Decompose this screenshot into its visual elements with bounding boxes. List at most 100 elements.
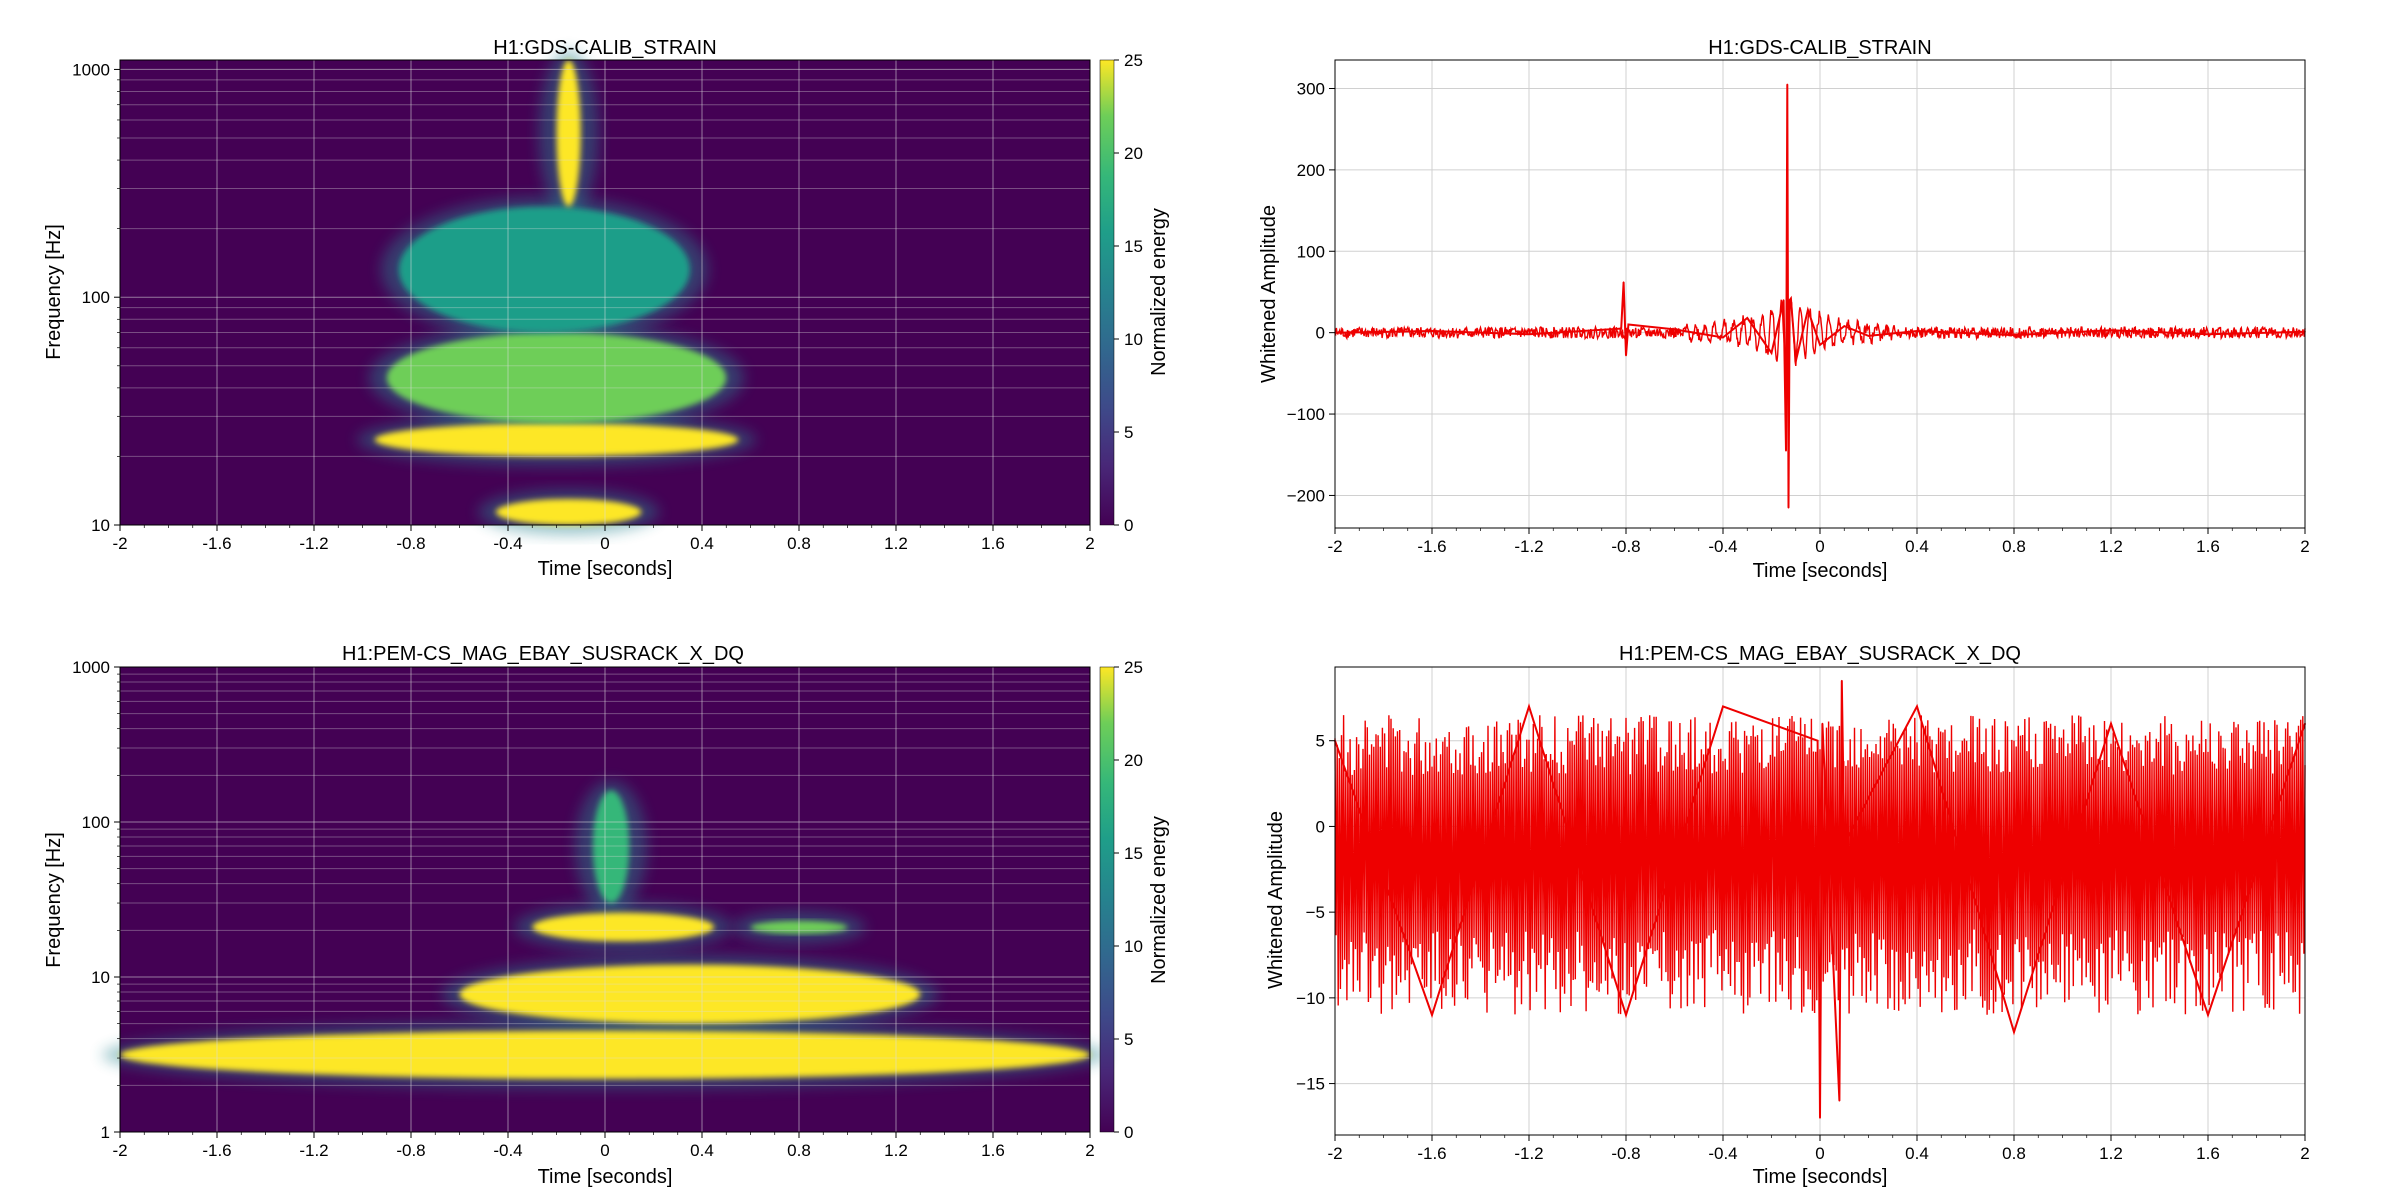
- data-point: [2110, 722, 2112, 725]
- x-tick-label: -1.2: [299, 534, 328, 553]
- y-tick-label: −10: [1296, 989, 1325, 1008]
- data-point: [1819, 1117, 1821, 1119]
- y-tick-label: 0: [1316, 817, 1325, 836]
- x-tick-label: -0.8: [1611, 537, 1640, 556]
- data-point: [1807, 309, 1809, 311]
- y-tick-label: −100: [1287, 405, 1325, 424]
- data-point: [1620, 327, 1622, 330]
- x-axis-label: Time [seconds]: [538, 558, 673, 580]
- x-tick-label: -2: [112, 1141, 127, 1160]
- x-tick-label: -0.4: [493, 1141, 522, 1160]
- y-ticks: −200 −100 0 100 200 300: [1287, 79, 1335, 505]
- data-point: [1625, 354, 1627, 357]
- y-tick-label: 300: [1297, 79, 1325, 98]
- x-ticks: -2 -1.6 -1.2 -0.8 -0.4 0 0.4 0.8 1.2 1.6 2: [112, 525, 1095, 553]
- data-point: [1782, 299, 1785, 301]
- x-tick-label: 0.8: [2002, 1144, 2026, 1163]
- colorbar-tick-label: 5: [1124, 423, 1133, 442]
- energy-region: [398, 206, 690, 333]
- y-tick-label: −15: [1296, 1075, 1325, 1094]
- y-tick-label: 100: [1297, 242, 1325, 261]
- data-point: [1843, 842, 1846, 845]
- y-tick-label: 100: [82, 288, 110, 307]
- x-tick-label: -1.6: [1417, 1144, 1446, 1163]
- x-tick-label: 0.4: [690, 534, 714, 553]
- y-tick-label: 10: [91, 968, 110, 987]
- y-tick-label: 5: [1316, 732, 1325, 751]
- data-point: [1746, 317, 1749, 319]
- data-point: [2207, 1014, 2209, 1016]
- colorbar-tick-label: 0: [1124, 1123, 1133, 1142]
- x-tick-label: 0.8: [2002, 537, 2026, 556]
- x-tick-label: -0.8: [396, 534, 425, 553]
- timeseries-noise: [1334, 715, 2306, 1015]
- energy-region: [592, 790, 630, 904]
- timeseries-line-path: [1334, 680, 2306, 1118]
- x-tick-label: 1.2: [2099, 537, 2123, 556]
- data-point: [1916, 330, 1918, 332]
- energy-region: [386, 332, 727, 424]
- x-tick-label: 1.2: [2099, 1144, 2123, 1163]
- x-tick-label: -2: [1327, 537, 1342, 556]
- x-axis-label: Time [seconds]: [1753, 560, 1888, 582]
- x-ticks: -2 -1.6 -1.2 -0.8 -0.4 0 0.4 0.8 1.2 1.6 2: [1327, 528, 2310, 556]
- x-tick-label: -0.4: [493, 534, 522, 553]
- data-point: [1916, 705, 1918, 708]
- energy-region: [532, 912, 715, 942]
- data-point: [1795, 360, 1797, 362]
- x-tick-label: -2: [112, 534, 127, 553]
- data-point: [1622, 281, 1625, 284]
- x-tick-label: -0.8: [396, 1141, 425, 1160]
- x-tick-label: 2: [2300, 1144, 2309, 1163]
- data-point: [1867, 335, 1870, 337]
- colorbar-tick-label: 15: [1124, 844, 1143, 863]
- x-ticks: -2 -1.6 -1.2 -0.8 -0.4 0 0.4 0.8 1.2 1.6 2: [1327, 1135, 2310, 1163]
- timeseries-noise: [1334, 299, 2306, 367]
- data-point: [2013, 1031, 2015, 1033]
- x-tick-label: -1.6: [202, 1141, 231, 1160]
- x-tick-label: 0: [600, 1141, 609, 1160]
- timeseries-line: [1334, 83, 2306, 509]
- chart-title: H1:GDS-CALIB_STRAIN: [1708, 37, 1931, 59]
- colorbar-tick-label: 15: [1124, 237, 1143, 256]
- colorbar-tick-label: 25: [1124, 658, 1143, 677]
- data-point: [1841, 679, 1843, 682]
- x-tick-label: 0.4: [690, 1141, 714, 1160]
- x-axis-label: Time [seconds]: [1753, 1166, 1888, 1188]
- data-point: [1722, 705, 1724, 708]
- data-point: [2013, 334, 2015, 336]
- data-point: [1722, 336, 1724, 339]
- x-tick-label: 0.8: [787, 534, 811, 553]
- x-tick-label: 0.4: [1905, 1144, 1929, 1163]
- x-tick-label: 1.6: [2196, 537, 2220, 556]
- x-tick-label: -0.8: [1611, 1144, 1640, 1163]
- colorbar-tick-label: 25: [1124, 51, 1143, 70]
- colorbar-tick-label: 0: [1124, 516, 1133, 535]
- colorbar-label: Normalized energy: [1148, 816, 1170, 984]
- colorbar-tick-label: 10: [1124, 330, 1143, 349]
- x-tick-label: -1.6: [202, 534, 231, 553]
- data-point: [1785, 449, 1787, 452]
- x-tick-label: -0.4: [1708, 537, 1737, 556]
- strain-spectrogram-panel: H1:GDS-CALIB_STRAIN Time [seconds] Frequ…: [43, 37, 1170, 580]
- x-tick-label: 0.8: [787, 1141, 811, 1160]
- data-point: [1528, 333, 1530, 336]
- timeseries-line: [1334, 679, 2306, 1119]
- y-ticks: −15 −10 −5 0 5: [1296, 732, 1335, 1094]
- colorbar-ticks: 0 5 10 15 20 25: [1114, 51, 1143, 535]
- colorbar-tick-label: 5: [1124, 1030, 1133, 1049]
- y-tick-label: −200: [1287, 486, 1325, 505]
- colorbar-tick-label: 20: [1124, 144, 1143, 163]
- x-tick-label: -1.2: [299, 1141, 328, 1160]
- colorbar-label: Normalized energy: [1148, 208, 1170, 376]
- x-tick-label: 2: [2300, 537, 2309, 556]
- x-tick-label: 2: [1085, 1141, 1094, 1160]
- x-tick-label: -2: [1327, 1144, 1342, 1163]
- magnetometer-spectrogram-panel: H1:PEM-CS_MAG_EBAY_SUSRACK_X_DQ Time [se…: [43, 643, 1170, 1188]
- y-tick-label: 0: [1316, 324, 1325, 343]
- data-point: [1786, 83, 1789, 86]
- y-axis-label: Whitened Amplitude: [1258, 205, 1280, 383]
- x-tick-label: -1.2: [1514, 1144, 1543, 1163]
- data-point: [1431, 1014, 1433, 1016]
- chart-title: H1:PEM-CS_MAG_EBAY_SUSRACK_X_DQ: [1619, 643, 2021, 665]
